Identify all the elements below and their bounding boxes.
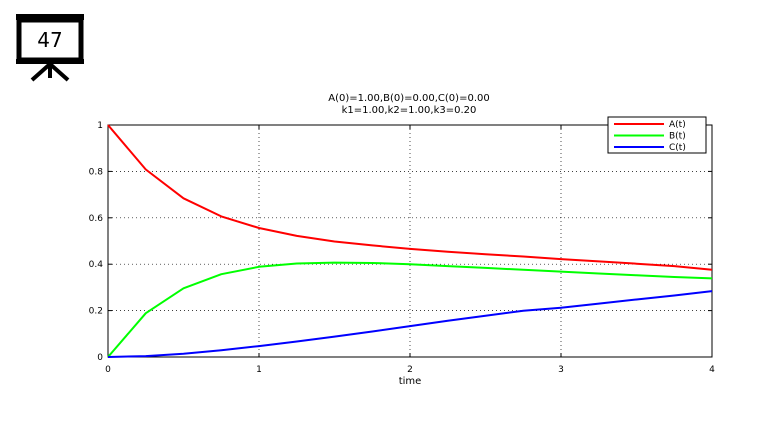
- x-tick-label: 2: [407, 365, 413, 375]
- series-lines: [107, 124, 713, 358]
- series-line-bt: [107, 261, 713, 358]
- x-tick-label: 4: [709, 365, 715, 375]
- grid-lines: [108, 125, 712, 357]
- y-tick-label: 0: [97, 353, 103, 363]
- x-tick-label: 0: [105, 365, 111, 375]
- chart-title-line-2: k1=1.00,k2=1.00,k3=0.20: [342, 105, 477, 116]
- y-tick-label: 0.2: [89, 307, 103, 317]
- slide-number: 47: [37, 28, 62, 52]
- chart-title-line-1: A(0)=1.00,B(0)=0.00,C(0)=0.00: [328, 93, 489, 104]
- y-tick-label: 0.6: [89, 214, 104, 224]
- y-tick-label: 0.4: [89, 260, 104, 270]
- x-tick-label: 1: [256, 365, 262, 375]
- y-tick-label: 1: [97, 121, 103, 131]
- axis-ticks: 0 1 2 3 4 0 0.2 0.4 0.6 0.8 1: [89, 121, 715, 375]
- legend-label: A(t): [669, 120, 686, 130]
- x-tick-label: 3: [558, 365, 564, 375]
- legend-label: B(t): [669, 132, 686, 142]
- presentation-board-icon: 47: [16, 14, 84, 82]
- y-tick-label: 0.8: [89, 167, 104, 177]
- x-axis-label: time: [399, 376, 422, 387]
- series-line-at: [107, 124, 713, 271]
- legend-label: C(t): [669, 143, 686, 153]
- series-line-ct: [107, 290, 713, 358]
- chart-legend: A(t) B(t)C(t): [607, 116, 707, 154]
